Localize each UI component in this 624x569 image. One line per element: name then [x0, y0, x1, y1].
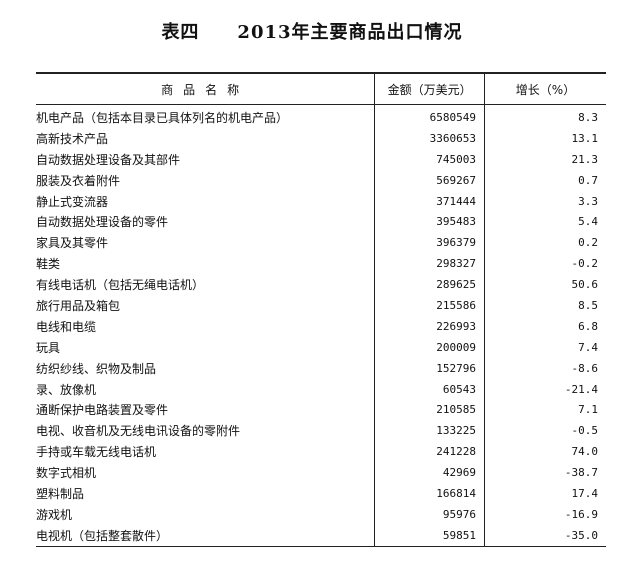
- table-row: 旅行用品及箱包 215586 8.5: [36, 295, 606, 316]
- export-value-cell: 60543: [374, 378, 485, 400]
- export-value-cell: 200009: [374, 336, 485, 358]
- header-name: 商品名称: [36, 72, 375, 105]
- export-value-cell: 569267: [374, 169, 485, 191]
- growth-rate-cell: -21.4: [484, 378, 606, 400]
- growth-rate-cell: 0.7: [484, 169, 606, 191]
- export-value-cell: 42969: [374, 462, 485, 484]
- growth-rate-cell: 17.4: [484, 483, 606, 504]
- table-row: 电视、收音机及无线电讯设备的零附件 133225 -0.5: [36, 420, 606, 442]
- export-value-cell: 3360653: [374, 127, 485, 149]
- export-value-cell: 166814: [374, 483, 485, 504]
- product-name-cell: 手持或车载无线电话机: [36, 445, 157, 460]
- product-name-cell: 鞋类: [36, 257, 61, 272]
- table-row: 服装及衣着附件 569267 0.7: [36, 169, 606, 191]
- table-row: 有线电话机（包括无绳电话机） 289625 50.6: [36, 274, 606, 296]
- table-header: 商品名称 金额（万美元） 增长（%）: [36, 72, 606, 105]
- export-value-cell: 6580549: [374, 104, 485, 128]
- product-name-cell: 玩具: [36, 340, 61, 355]
- growth-rate-cell: -35.0: [484, 524, 606, 547]
- export-value-cell: 215586: [374, 295, 485, 316]
- product-name-cell: 塑料制品: [36, 486, 85, 501]
- table-row: 静止式变流器 371444 3.3: [36, 190, 606, 212]
- product-name-cell: 旅行用品及箱包: [36, 298, 121, 313]
- growth-rate-cell: 0.2: [484, 232, 606, 254]
- growth-rate-cell: 6.8: [484, 315, 606, 337]
- header-value: 金额（万美元）: [374, 72, 485, 105]
- export-value-cell: 152796: [374, 357, 485, 379]
- export-value-cell: 289625: [374, 274, 485, 296]
- export-value-cell: 298327: [374, 253, 485, 275]
- growth-rate-cell: 21.3: [484, 148, 606, 170]
- table-body: 机电产品（包括本目录已具体列名的机电产品） 6580549 8.3 高新技术产品 336…: [36, 104, 606, 547]
- product-name-cell: 自动数据处理设备的零件: [36, 215, 169, 230]
- table-row: 电视机（包括整套散件） 59851 -35.0: [36, 524, 606, 547]
- table-row: 自动数据处理设备及其部件 745003 21.3: [36, 148, 606, 170]
- product-name-cell: 高新技术产品: [36, 131, 109, 146]
- growth-rate-cell: 74.0: [484, 441, 606, 463]
- header-row: 商品名称 金额（万美元） 增长（%）: [36, 72, 606, 105]
- table-row: 录、放像机 60543 -21.4: [36, 378, 606, 400]
- growth-rate-cell: -0.5: [484, 420, 606, 442]
- table-row: 纺织纱线、织物及制品 152796 -8.6: [36, 357, 606, 379]
- export-table: 商品名称 金额（万美元） 增长（%） 机电产品（包括本目录已具体列名的机电产品）…: [36, 72, 606, 547]
- export-value-cell: 133225: [374, 420, 485, 442]
- table-row: 塑料制品 166814 17.4: [36, 483, 606, 504]
- export-value-cell: 210585: [374, 399, 485, 421]
- export-value-cell: 95976: [374, 503, 485, 525]
- export-value-cell: 241228: [374, 441, 485, 463]
- growth-rate-cell: 3.3: [484, 190, 606, 212]
- product-name-cell: 通断保护电路装置及零件: [36, 403, 169, 418]
- export-value-cell: 745003: [374, 148, 485, 170]
- growth-rate-cell: 8.3: [484, 104, 606, 128]
- product-name-cell: 录、放像机: [36, 382, 97, 397]
- table-row: 数字式相机 42969 -38.7: [36, 462, 606, 484]
- export-value-cell: 396379: [374, 232, 485, 254]
- growth-rate-cell: -8.6: [484, 357, 606, 379]
- product-name-cell: 电线和电缆: [36, 319, 97, 334]
- growth-rate-cell: -16.9: [484, 503, 606, 525]
- product-name-cell: 自动数据处理设备及其部件: [36, 152, 181, 167]
- growth-rate-cell: 8.5: [484, 295, 606, 316]
- growth-rate-cell: 13.1: [484, 127, 606, 149]
- product-name-cell: 有线电话机（包括无绳电话机）: [36, 278, 205, 293]
- table-row: 家具及其零件 396379 0.2: [36, 232, 606, 254]
- table-row: 通断保护电路装置及零件 210585 7.1: [36, 399, 606, 421]
- product-name-cell: 游戏机: [36, 507, 73, 522]
- table-row: 鞋类 298327 -0.2: [36, 253, 606, 275]
- export-value-cell: 59851: [374, 524, 485, 547]
- table-row: 机电产品（包括本目录已具体列名的机电产品） 6580549 8.3: [36, 104, 606, 128]
- product-name-cell: 电视机（包括整套散件）: [36, 524, 375, 547]
- growth-rate-cell: 7.4: [484, 336, 606, 358]
- header-growth: 增长（%）: [484, 72, 606, 105]
- table-row: 电线和电缆 226993 6.8: [36, 315, 606, 337]
- growth-rate-cell: 50.6: [484, 274, 606, 296]
- product-name-cell: 服装及衣着附件: [36, 173, 121, 188]
- growth-rate-cell: 7.1: [484, 399, 606, 421]
- export-value-cell: 371444: [374, 190, 485, 212]
- table-row: 高新技术产品 3360653 13.1: [36, 127, 606, 149]
- growth-rate-cell: 5.4: [484, 211, 606, 233]
- growth-rate-cell: -38.7: [484, 462, 606, 484]
- product-name-cell: 数字式相机: [36, 466, 97, 481]
- product-name-cell: 家具及其零件: [36, 236, 109, 251]
- product-name-cell: 纺织纱线、织物及制品: [36, 361, 157, 376]
- table-row: 自动数据处理设备的零件 395483 5.4: [36, 211, 606, 233]
- product-name-cell: 机电产品（包括本目录已具体列名的机电产品）: [36, 110, 289, 125]
- page-title: 表四 2013年主要商品出口情况: [161, 22, 463, 43]
- export-value-cell: 226993: [374, 315, 485, 337]
- growth-rate-cell: -0.2: [484, 253, 606, 275]
- product-name-cell: 静止式变流器: [36, 194, 109, 209]
- table-row: 手持或车载无线电话机 241228 74.0: [36, 441, 606, 463]
- export-value-cell: 395483: [374, 211, 485, 233]
- product-name-cell: 电视、收音机及无线电讯设备的零附件: [36, 424, 241, 439]
- table-row: 玩具 200009 7.4: [36, 336, 606, 358]
- table-row: 游戏机 95976 -16.9: [36, 503, 606, 525]
